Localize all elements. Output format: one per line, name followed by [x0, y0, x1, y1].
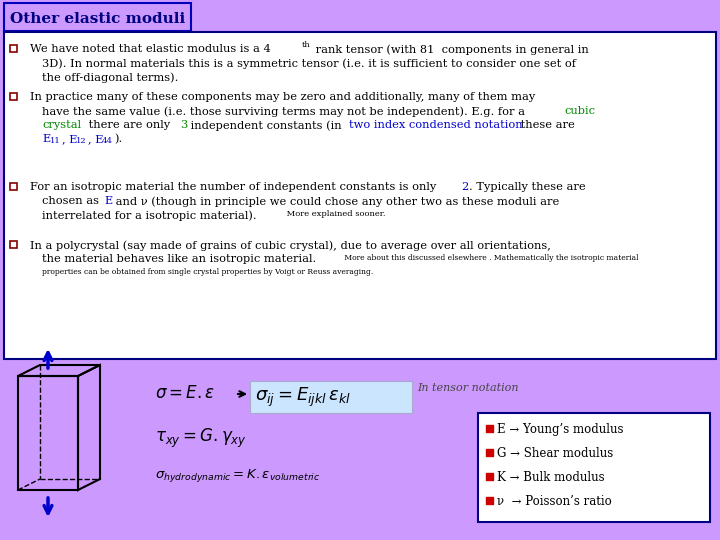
Text: 2: 2	[461, 182, 468, 192]
Text: 12: 12	[76, 137, 86, 145]
Text: More explained sooner.: More explained sooner.	[284, 210, 385, 218]
Text: For an isotropic material the number of independent constants is only: For an isotropic material the number of …	[30, 182, 440, 192]
FancyBboxPatch shape	[4, 3, 191, 31]
Text: , E: , E	[88, 134, 104, 144]
Bar	[10, 241, 17, 248]
Text: $\sigma = E.\varepsilon$: $\sigma = E.\varepsilon$	[155, 385, 215, 402]
Text: $\sigma_{hydrodynamic} = K.\varepsilon_{volumetric}$: $\sigma_{hydrodynamic} = K.\varepsilon_{…	[155, 467, 320, 484]
Text: E: E	[42, 134, 50, 144]
Text: rank tensor (with 81  components in general in: rank tensor (with 81 components in gener…	[312, 44, 589, 55]
Text: the off-diagonal terms).: the off-diagonal terms).	[42, 72, 179, 83]
Text: interrelated for a isotropic material).: interrelated for a isotropic material).	[42, 210, 256, 220]
Text: In a polycrystal (say made of grains of cubic crystal), due to average over all : In a polycrystal (say made of grains of …	[30, 240, 551, 251]
Text: 11: 11	[50, 137, 60, 145]
Text: independent constants (in: independent constants (in	[187, 120, 346, 131]
Text: 44: 44	[102, 137, 113, 145]
Text: two index condensed notation: two index condensed notation	[349, 120, 523, 130]
Text: In tensor notation: In tensor notation	[417, 383, 518, 393]
Text: these are: these are	[517, 120, 575, 130]
Text: . Typically these are: . Typically these are	[469, 182, 585, 192]
FancyBboxPatch shape	[4, 32, 716, 359]
Text: $\sigma_{ij} = E_{ijkl}\,\varepsilon_{kl}$: $\sigma_{ij} = E_{ijkl}\,\varepsilon_{kl…	[255, 386, 351, 409]
FancyBboxPatch shape	[250, 381, 412, 413]
Text: , E: , E	[62, 134, 77, 144]
Text: properties can be obtained from single crystal properties by Voigt or Reuss aver: properties can be obtained from single c…	[42, 268, 373, 276]
Bar	[10, 93, 17, 100]
Bar	[486, 449, 493, 456]
Text: and ν (though in principle we could chose any other two as these moduli are: and ν (though in principle we could chos…	[112, 196, 559, 207]
Text: E: E	[104, 196, 112, 206]
Bar	[10, 183, 17, 190]
Text: E → Young’s modulus: E → Young’s modulus	[497, 423, 624, 436]
Text: More about this discussed elsewhere . Mathematically the isotropic material: More about this discussed elsewhere . Ma…	[342, 254, 639, 262]
Bar	[486, 473, 493, 480]
Text: 3: 3	[180, 120, 187, 130]
Text: ν  → Poisson’s ratio: ν → Poisson’s ratio	[497, 495, 612, 508]
Bar	[10, 45, 17, 52]
Bar	[486, 497, 493, 504]
Text: G → Shear modulus: G → Shear modulus	[497, 447, 613, 460]
Text: have the same value (i.e. those surviving terms may not be independent). E.g. fo: have the same value (i.e. those survivin…	[42, 106, 528, 117]
Text: We have noted that elastic modulus is a 4: We have noted that elastic modulus is a …	[30, 44, 271, 54]
FancyBboxPatch shape	[478, 413, 710, 522]
Bar	[486, 425, 493, 432]
Text: the material behaves like an isotropic material.: the material behaves like an isotropic m…	[42, 254, 316, 264]
Text: there are only: there are only	[85, 120, 174, 130]
Text: $\tau_{xy} = G.\gamma_{xy}$: $\tau_{xy} = G.\gamma_{xy}$	[155, 427, 247, 450]
Text: cubic: cubic	[564, 106, 595, 116]
Text: crystal: crystal	[42, 120, 81, 130]
Text: chosen as: chosen as	[42, 196, 103, 206]
Text: 3D). In normal materials this is a symmetric tensor (i.e. it is sufficient to co: 3D). In normal materials this is a symme…	[42, 58, 576, 69]
Text: Other elastic moduli: Other elastic moduli	[10, 12, 185, 26]
Text: ).: ).	[114, 134, 122, 144]
Text: K → Bulk modulus: K → Bulk modulus	[497, 471, 605, 484]
Text: In practice many of these components may be zero and additionally, many of them : In practice many of these components may…	[30, 92, 535, 102]
Text: th: th	[302, 41, 311, 49]
